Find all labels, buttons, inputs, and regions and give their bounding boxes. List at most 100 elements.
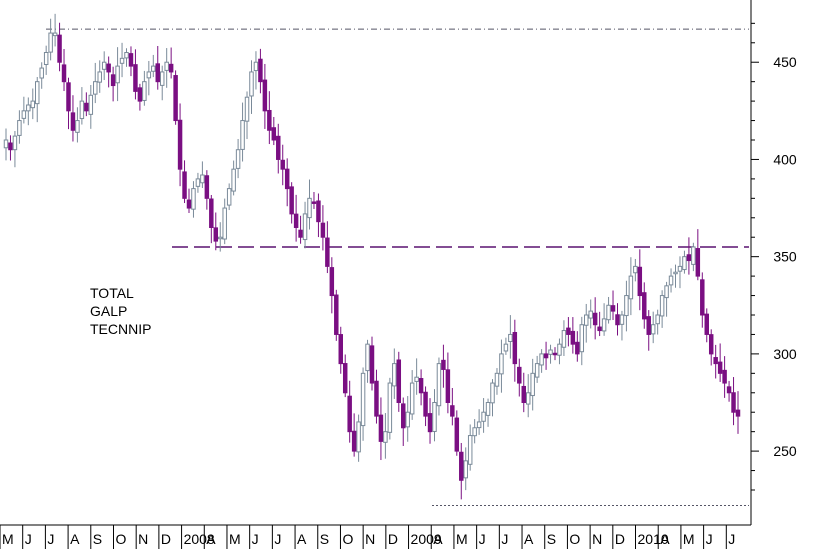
candle-down	[311, 201, 317, 204]
candle-down	[316, 200, 321, 223]
candle-down	[110, 74, 116, 87]
candle-down	[512, 331, 518, 365]
candle-down	[454, 417, 460, 452]
x-tick-label: A	[297, 531, 307, 547]
candle-up	[146, 71, 152, 79]
candle-down	[168, 63, 174, 73]
candle-down	[695, 248, 701, 277]
x-tick-label: M	[229, 531, 241, 547]
candle-up	[588, 310, 593, 319]
candle-up	[664, 285, 669, 299]
candle-up	[360, 372, 366, 427]
x-tick-label: S	[93, 531, 102, 547]
candle-up	[142, 81, 147, 101]
candle-up	[436, 363, 442, 407]
candle-down	[646, 316, 651, 335]
candle-up	[48, 32, 53, 53]
candle-down	[713, 357, 718, 365]
candle-up	[249, 71, 254, 97]
candle-up	[409, 382, 415, 415]
candle-up	[673, 271, 678, 275]
x-tick-label: A	[660, 531, 670, 547]
candle-up	[432, 402, 437, 432]
candle-down	[686, 254, 692, 262]
candle-up	[579, 324, 585, 353]
candle-down	[726, 386, 732, 394]
x-tick-label: J	[47, 531, 54, 547]
candle-down	[597, 326, 602, 332]
candle-up	[226, 188, 232, 206]
candle-down	[298, 229, 303, 238]
y-tick-label: 350	[773, 249, 797, 265]
candle-up	[490, 382, 495, 404]
candle-up	[17, 120, 22, 136]
candle-up	[235, 149, 241, 169]
candle-up	[383, 431, 388, 443]
candle-down	[615, 314, 620, 326]
candle-up	[601, 318, 607, 332]
x-tick-label: A	[524, 531, 534, 547]
candle-down	[342, 363, 348, 394]
x-tick-label: A	[70, 531, 80, 547]
candle-up	[682, 256, 687, 271]
candle-down	[276, 135, 281, 160]
candle-up	[503, 343, 509, 352]
candle-up	[561, 330, 567, 348]
candle-down	[427, 413, 433, 433]
candle-down	[66, 82, 71, 112]
candle-up	[43, 52, 49, 66]
candle-up	[191, 188, 196, 210]
candle-up	[115, 65, 120, 84]
candle-up	[75, 120, 80, 133]
x-tick-label: D	[161, 531, 171, 547]
candle-down	[173, 75, 178, 122]
annotation-galp: GALP	[90, 303, 128, 319]
candle-up	[240, 120, 245, 150]
candle-up	[52, 32, 58, 37]
candle-up	[79, 100, 85, 120]
candle-down	[351, 430, 357, 452]
candle-down	[329, 267, 335, 297]
x-tick-label: M	[456, 531, 468, 547]
candle-down	[262, 79, 268, 112]
candle-up	[222, 207, 227, 240]
candle-up	[365, 343, 370, 372]
candle-down	[570, 330, 576, 345]
candle-down	[325, 237, 330, 267]
candle-down	[731, 392, 736, 413]
candle-down	[543, 353, 549, 359]
x-tick-label: A	[433, 531, 443, 547]
candle-up	[624, 295, 629, 317]
candle-up	[124, 52, 129, 59]
candle-up	[530, 372, 535, 397]
candle-up	[650, 324, 656, 335]
candle-up	[21, 110, 27, 119]
reference-lines	[46, 28, 749, 507]
candle-up	[30, 100, 36, 109]
candle-up	[253, 61, 259, 72]
candle-down	[459, 451, 464, 481]
candle-down	[566, 327, 571, 335]
candle-up	[244, 96, 250, 122]
x-tick-label: D	[615, 531, 625, 547]
x-tick-label: M	[683, 531, 695, 547]
candle-down	[61, 64, 67, 83]
candle-up	[534, 363, 540, 378]
candle-down	[70, 112, 76, 131]
x-tick-label: 2008	[184, 531, 215, 547]
y-tick-label: 400	[773, 151, 797, 167]
x-tick-label: J	[252, 531, 259, 547]
candle-down	[347, 395, 352, 433]
candle-up	[584, 314, 589, 326]
candle-down	[182, 171, 187, 199]
candle-up	[481, 411, 486, 422]
candle-up	[485, 402, 491, 416]
candle-up	[539, 353, 544, 366]
candle-down	[704, 313, 709, 335]
candle-up	[392, 363, 397, 387]
candles	[3, 13, 741, 500]
candle-up	[525, 392, 531, 405]
candle-up	[159, 71, 165, 86]
